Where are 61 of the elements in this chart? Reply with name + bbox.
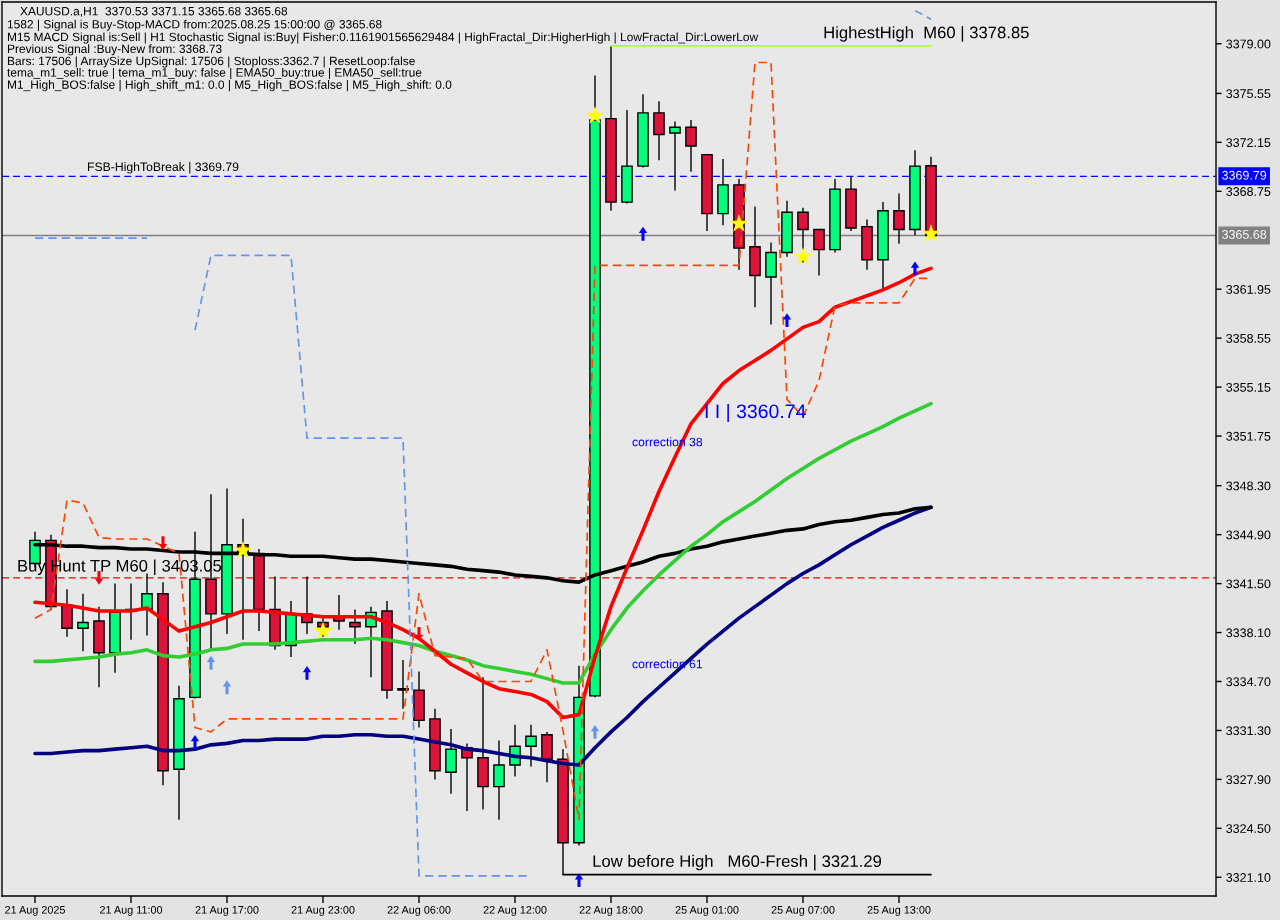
series-label: HighestHigh M60 | 3378.85 [824, 26, 1029, 42]
annotation: correction 61 [632, 659, 703, 669]
ref-line-label: 3369.79 [1222, 170, 1267, 180]
x-tick-label: 21 Aug 23:00 [291, 906, 355, 916]
point [793, 246, 813, 265]
annotation: M15 MACD Signal is:Sell | H1 Stochastic Signal is:Buy| Fisher:0.1161901565629484 | HighFractal_Dir:HigherHigh | LowFractal_Dir:LowerLow [7, 32, 759, 44]
y-tick-label: 3344.90 [1226, 530, 1271, 540]
annotation: tema_m1_sell: true | tema_m1_buy: false | EMA50_buy:true | EMA50_sell:true [7, 67, 422, 80]
candlestick [525, 723, 537, 768]
y-tick-label: 3327.90 [1226, 775, 1271, 785]
candlestick [445, 728, 457, 795]
x-tick-label: 21 Aug 11:00 [100, 906, 163, 916]
point [313, 621, 333, 640]
y-tick-label: 3341.50 [1226, 579, 1271, 589]
ref-line-label: 3365.68 [1222, 230, 1267, 239]
candlestick [893, 192, 905, 245]
series-label: Low before High M60-Fresh | 3321.29 [593, 854, 882, 871]
annotation: FSB-HighToBreak | 3369.79 [88, 162, 239, 174]
y-tick-label: 3324.50 [1226, 824, 1271, 833]
x-tick-label: 22 Aug 06:00 [387, 906, 451, 916]
y-tick-label: 3338.10 [1226, 628, 1271, 638]
candlestick [493, 739, 505, 821]
candlestick [77, 592, 89, 652]
y-tick-label: 3375.55 [1226, 89, 1271, 99]
y-tick-label: 3368.75 [1226, 187, 1271, 196]
x-tick-label: 21 Aug 2025 [5, 906, 65, 916]
candlestick [813, 228, 825, 277]
point [233, 540, 253, 559]
annotation: Bars: 17506 | ArraySize UpSignal: 17506 | Stoploss:3362.7 | ResetLoop:false [7, 56, 415, 68]
candlestick [61, 588, 73, 638]
point [190, 735, 200, 749]
candlestick [653, 100, 665, 162]
chart-title: XAUUSD.a,H1 3370.53 3371.15 3365.68 3365.68 [20, 6, 288, 17]
y-tick-label: 3358.55 [1226, 333, 1271, 343]
y-tick-label: 3355.15 [1226, 382, 1271, 392]
x-tick-label: 25 Aug 01:00 [675, 906, 739, 916]
y-tick-label: 3334.70 [1226, 677, 1271, 687]
x-tick-label: 25 Aug 13:00 [867, 906, 931, 916]
point [585, 105, 605, 124]
point [414, 627, 424, 641]
x-tick-label: 21 Aug 17:00 [195, 906, 259, 916]
annotation: M1_High_BOS:false | High_shift_m1: 0.0 | M5_High_BOS:false | M5_High_shift: 0.0 [7, 80, 452, 92]
x-tick-label: 22 Aug 12:00 [483, 906, 547, 916]
candlestick [685, 119, 697, 173]
y-tick-label: 3361.95 [1226, 285, 1271, 294]
y-tick-label: 3348.30 [1226, 481, 1271, 491]
y-tick-label: 3331.30 [1226, 726, 1271, 736]
candlestick [349, 608, 361, 645]
x-tick-label: 22 Aug 18:00 [579, 906, 643, 916]
x-tick-label: 25 Aug 07:00 [771, 906, 835, 916]
point [921, 223, 941, 242]
annotation: Previous Signal :Buy-New from: 3368.73 [7, 44, 222, 56]
candlestick [669, 120, 681, 192]
y-tick-label: 3372.15 [1226, 138, 1271, 148]
candlestick [797, 207, 809, 264]
y-tick-label: 3379.00 [1226, 39, 1271, 49]
y-tick-label: 3321.10 [1226, 873, 1271, 882]
point [729, 213, 749, 232]
y-tick-label: 3351.75 [1226, 431, 1271, 441]
candlestick [397, 659, 409, 710]
annotation: 1582 | Signal is Buy-Stop-MACD from:2025.08.25 15:00:00 @ 3365.68 [7, 19, 382, 31]
